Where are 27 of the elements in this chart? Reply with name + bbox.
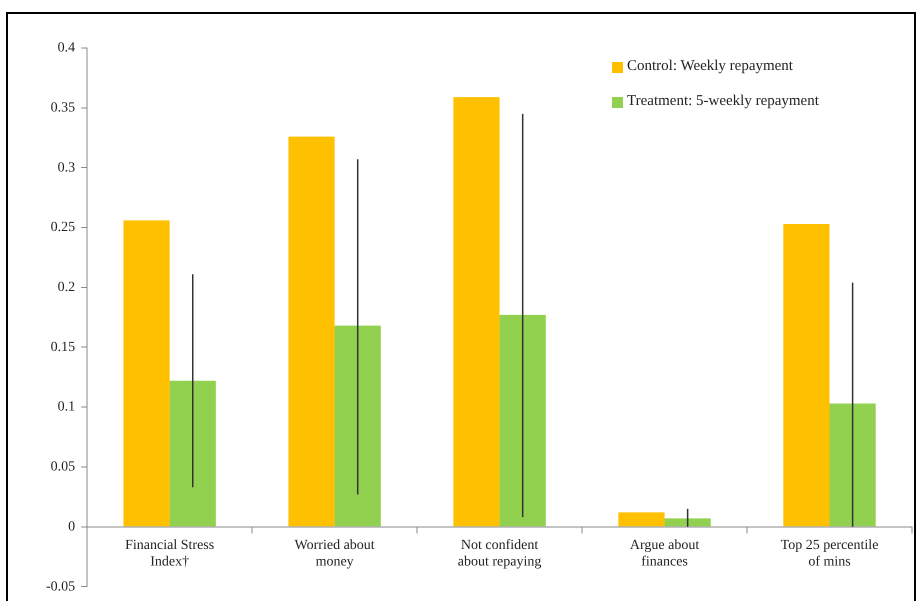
bar — [170, 380, 216, 526]
y-tick-label: 0.1 — [58, 400, 76, 415]
bar — [830, 403, 876, 526]
bar — [453, 97, 500, 526]
x-tick-label: Not confident about repaying — [458, 538, 542, 570]
x-tick-label: Top 25 percentile of mins — [780, 538, 878, 570]
bar — [334, 326, 381, 526]
y-tick-label: 0.15 — [50, 340, 76, 355]
x-tick-label: Financial Stress Index† — [125, 538, 214, 570]
bar — [783, 224, 830, 526]
legend-label: Treatment: 5-weekly repayment — [627, 93, 819, 110]
bar — [664, 518, 711, 526]
y-tick-label: 0.4 — [58, 40, 76, 56]
y-tick-label: 0.25 — [50, 220, 76, 236]
bar — [618, 512, 665, 526]
y-tick-label: 0.3 — [58, 160, 76, 176]
y-tick-label: -0.05 — [46, 579, 76, 594]
y-tick-label: 0 — [68, 519, 76, 534]
legend-label: Control: Weekly repayment — [627, 58, 793, 75]
bar — [500, 314, 546, 526]
y-tick-label: 0.05 — [50, 460, 76, 475]
x-tick-label: Worried about money — [294, 538, 375, 570]
y-tick-label: 0.35 — [50, 100, 76, 116]
bar — [123, 220, 170, 526]
y-tick-label: 0.2 — [58, 280, 76, 296]
x-tick-label: Argue about finances — [630, 538, 700, 570]
bar — [288, 136, 335, 526]
